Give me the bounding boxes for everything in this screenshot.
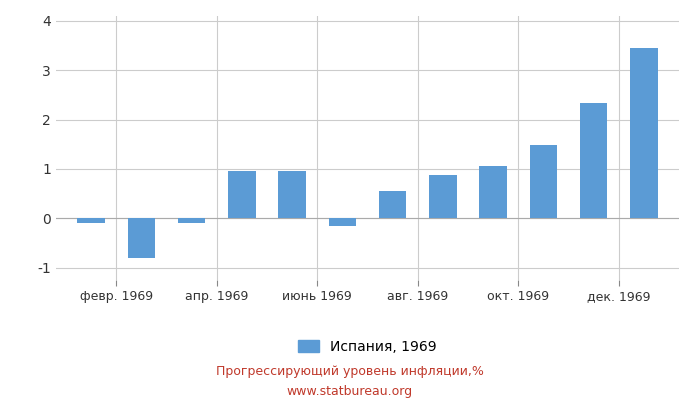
Bar <box>127 218 155 258</box>
Bar <box>228 172 256 218</box>
Bar <box>429 175 456 218</box>
Legend: Испания, 1969: Испания, 1969 <box>293 334 442 360</box>
Text: www.statbureau.org: www.statbureau.org <box>287 386 413 398</box>
Bar <box>279 172 306 218</box>
Bar <box>480 166 507 218</box>
Text: Прогрессирующий уровень инфляции,%: Прогрессирующий уровень инфляции,% <box>216 366 484 378</box>
Bar <box>328 218 356 226</box>
Bar <box>529 145 557 218</box>
Bar <box>379 191 407 218</box>
Bar <box>178 218 206 223</box>
Bar <box>78 218 105 223</box>
Bar <box>580 103 608 218</box>
Bar <box>630 48 657 218</box>
